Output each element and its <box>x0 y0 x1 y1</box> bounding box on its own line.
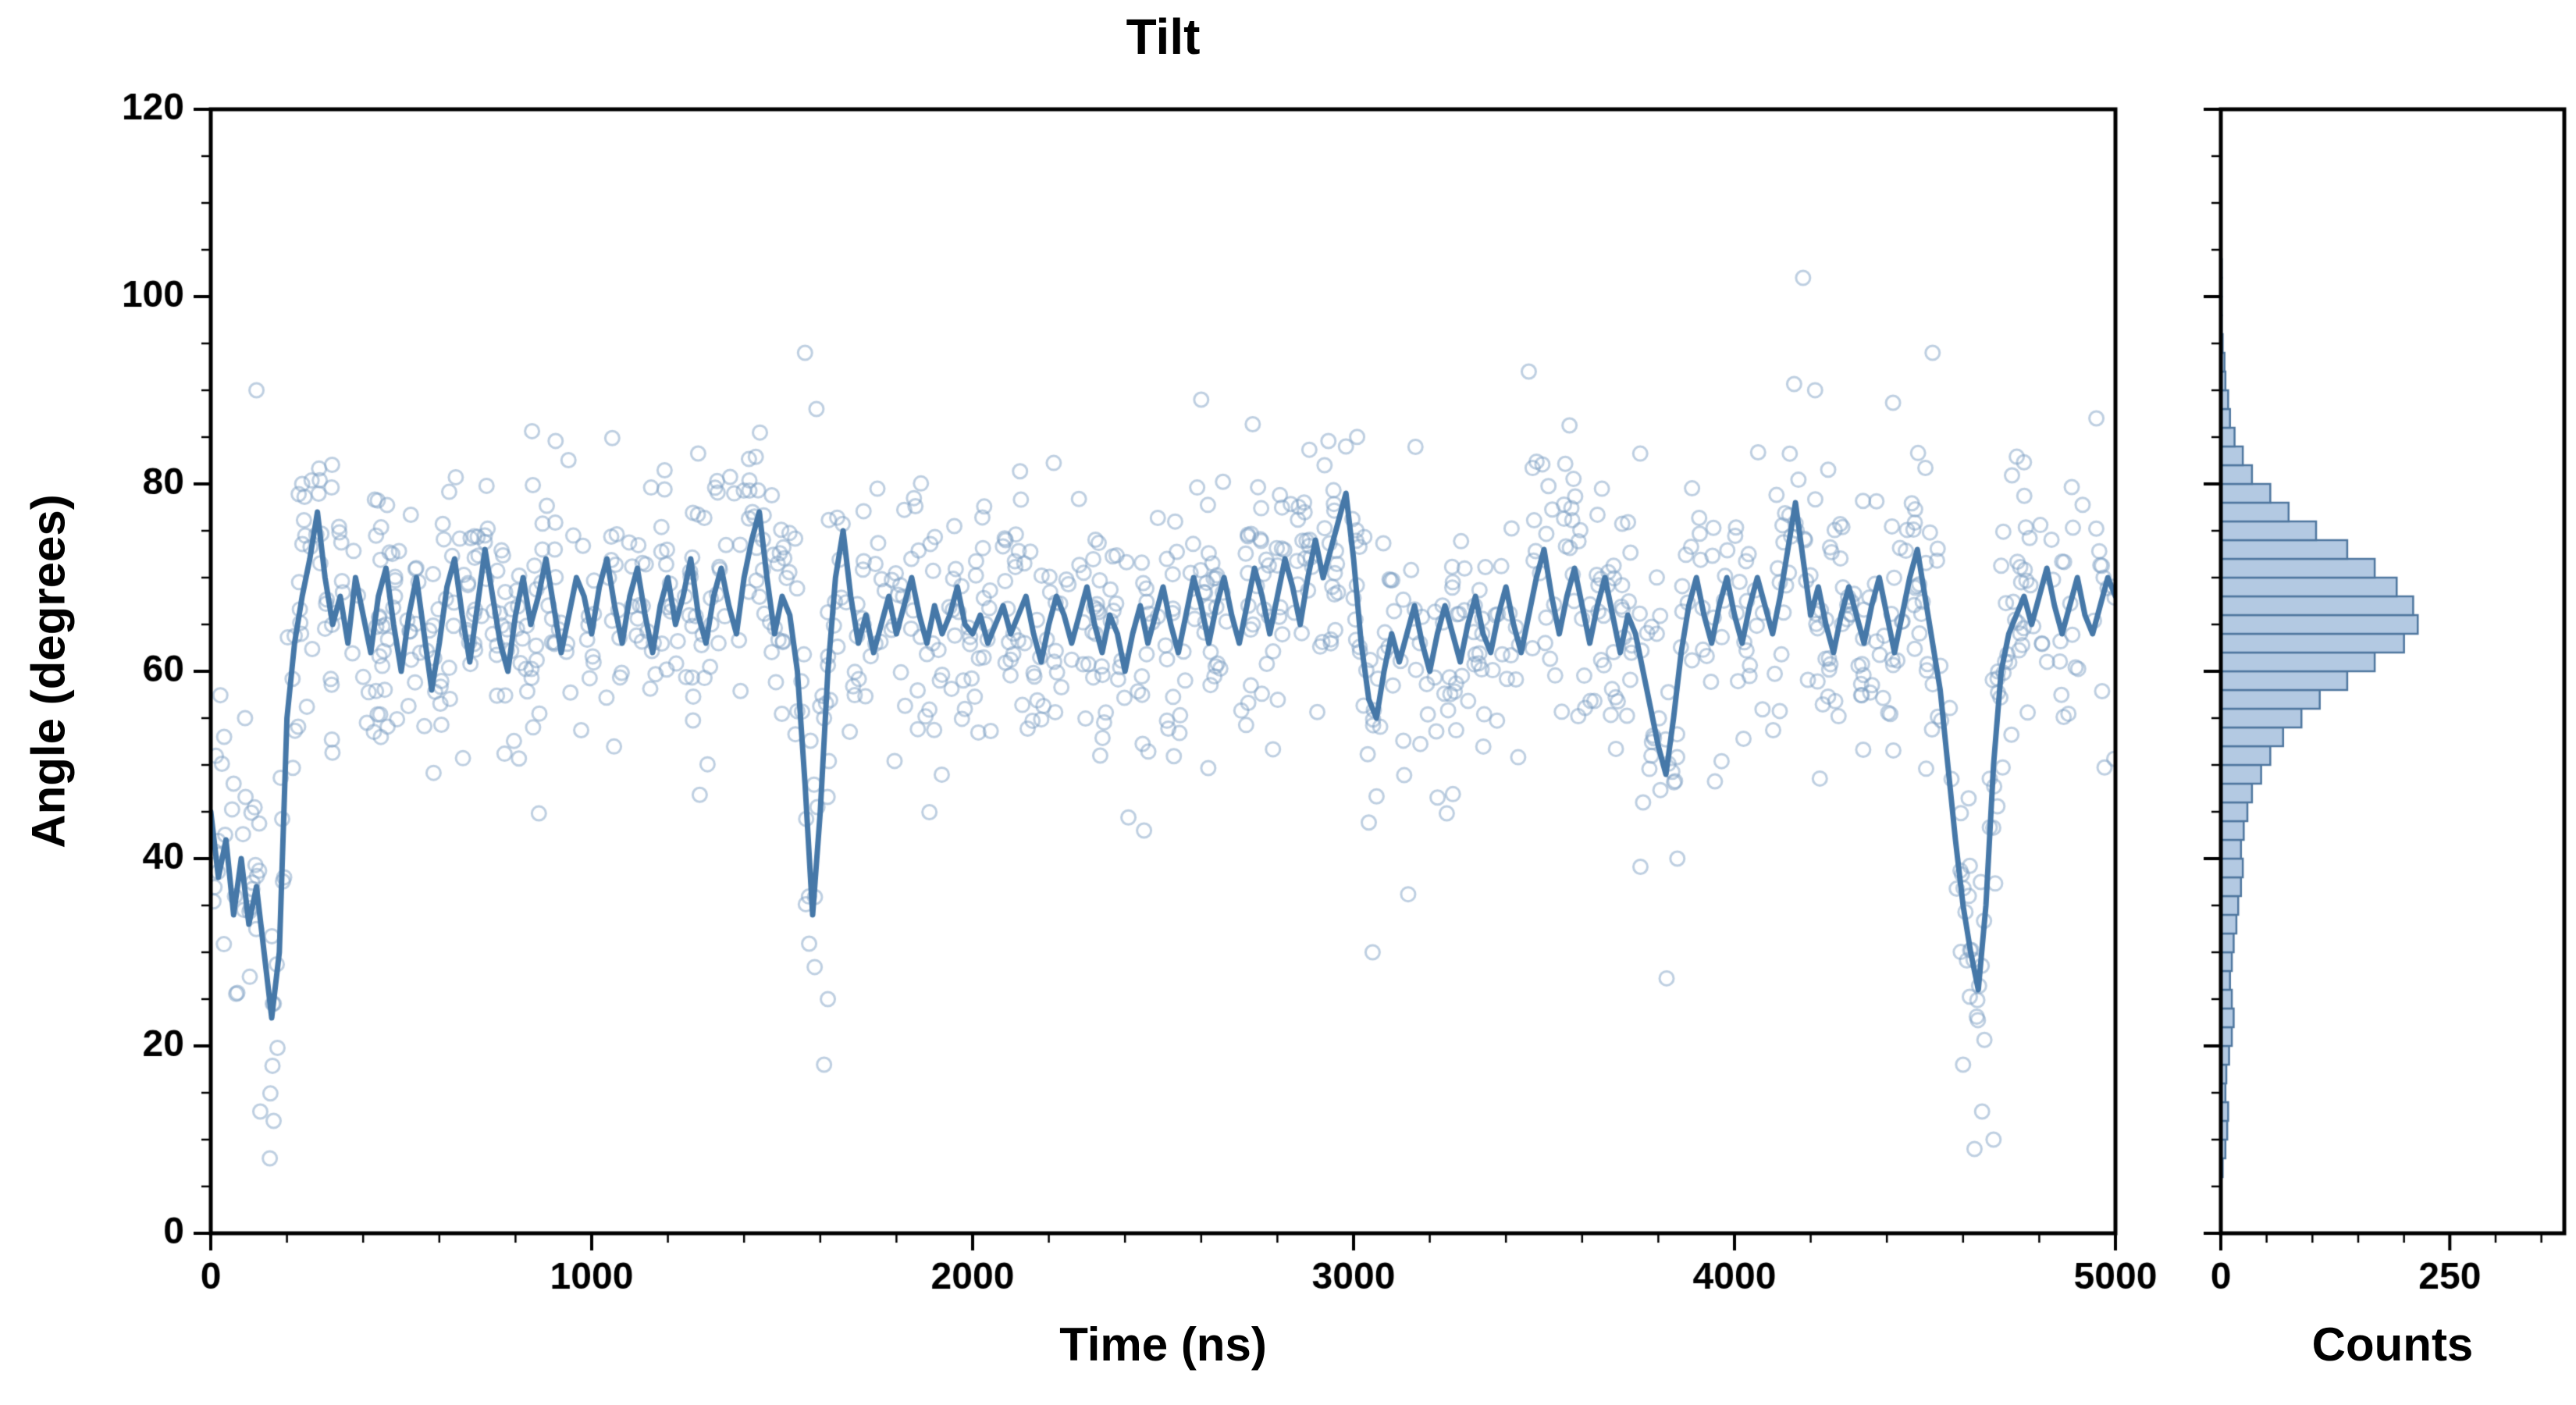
y-axis-label: Angle (degrees) <box>22 494 75 848</box>
x-axis-label: Time (ns) <box>1059 1318 1267 1371</box>
chart-title: Tilt <box>1126 9 1201 65</box>
hist-x-axis-label: Counts <box>2311 1318 2474 1371</box>
